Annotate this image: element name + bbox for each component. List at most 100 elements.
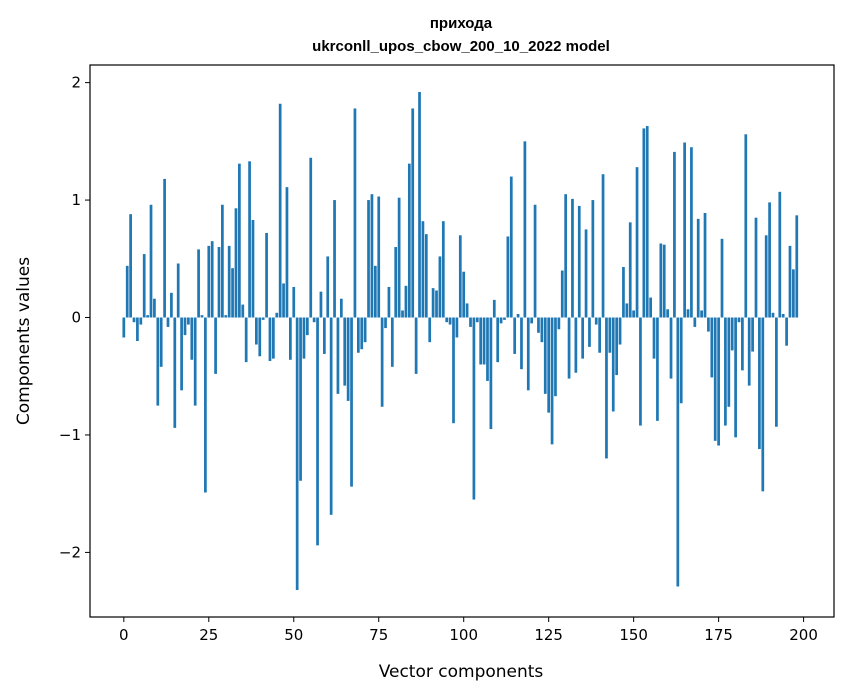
bar-component-19 bbox=[187, 317, 190, 325]
bar-component-137 bbox=[588, 317, 591, 347]
bar-component-86 bbox=[414, 317, 418, 374]
bar-component-174 bbox=[713, 317, 717, 441]
bar-component-62 bbox=[333, 200, 336, 318]
bar-component-102 bbox=[469, 317, 472, 327]
bar-component-42 bbox=[265, 232, 268, 318]
bar-component-173 bbox=[710, 317, 714, 378]
bar-component-91 bbox=[431, 288, 435, 318]
bar-component-154 bbox=[645, 126, 649, 318]
bar-component-185 bbox=[751, 317, 754, 352]
bar-component-168 bbox=[693, 317, 697, 327]
bar-component-99 bbox=[458, 235, 462, 318]
bar-component-25 bbox=[207, 245, 211, 318]
bar-component-125 bbox=[547, 317, 551, 413]
bar-component-181 bbox=[737, 317, 741, 323]
bar-component-108 bbox=[489, 317, 493, 430]
bar-component-187 bbox=[758, 317, 761, 450]
bar-component-147 bbox=[622, 267, 625, 318]
bar-component-43 bbox=[268, 317, 272, 361]
bar-component-49 bbox=[289, 317, 292, 360]
bar-component-0 bbox=[122, 317, 126, 338]
bar-component-183 bbox=[744, 134, 748, 318]
bar-component-124 bbox=[543, 317, 547, 394]
bar-component-56 bbox=[312, 317, 316, 323]
bar-component-115 bbox=[513, 317, 517, 354]
x-tick-label: 25 bbox=[199, 626, 218, 644]
bar-component-133 bbox=[574, 317, 578, 373]
bar-component-31 bbox=[227, 245, 231, 318]
bar-component-84 bbox=[407, 163, 411, 318]
bar-component-141 bbox=[601, 174, 605, 318]
bar-component-100 bbox=[462, 271, 466, 318]
bar-component-176 bbox=[720, 238, 724, 318]
bar-component-39 bbox=[255, 317, 258, 345]
bar-component-180 bbox=[734, 317, 737, 438]
bar-component-130 bbox=[564, 194, 568, 318]
bar-component-136 bbox=[584, 229, 588, 318]
bar-component-23 bbox=[200, 315, 204, 318]
bar-component-15 bbox=[173, 317, 177, 428]
bar-component-22 bbox=[197, 249, 200, 318]
bar-component-104 bbox=[475, 317, 479, 323]
bar-component-75 bbox=[377, 196, 381, 318]
bar-component-40 bbox=[258, 317, 262, 357]
bar-component-67 bbox=[350, 317, 353, 487]
bar-component-188 bbox=[761, 317, 765, 492]
bar-component-114 bbox=[509, 176, 513, 318]
bar-component-52 bbox=[299, 317, 302, 481]
bar-component-162 bbox=[673, 151, 676, 318]
bar-component-156 bbox=[652, 317, 656, 359]
bar-component-60 bbox=[326, 256, 330, 318]
bar-component-7 bbox=[146, 315, 149, 318]
plot-frame bbox=[89, 64, 835, 618]
bar-component-153 bbox=[642, 128, 646, 318]
bar-component-35 bbox=[241, 304, 245, 318]
bar-component-55 bbox=[309, 157, 313, 318]
bar-component-32 bbox=[231, 268, 234, 318]
x-axis: 0 25 50 75 100 125 150 175 200 bbox=[119, 617, 818, 644]
bar-component-119 bbox=[526, 317, 530, 391]
bar-component-117 bbox=[520, 317, 523, 370]
bar-component-38 bbox=[251, 220, 255, 318]
x-tick-label: 0 bbox=[119, 626, 129, 644]
bar-component-92 bbox=[435, 290, 438, 318]
bar-component-6 bbox=[142, 254, 146, 318]
bar-component-33 bbox=[234, 208, 238, 318]
bar-component-138 bbox=[591, 200, 595, 318]
y-tick-label: 1 bbox=[71, 191, 81, 209]
bar-component-145 bbox=[615, 317, 619, 376]
bar-component-79 bbox=[390, 317, 394, 367]
bar-component-83 bbox=[404, 285, 408, 318]
bar-component-191 bbox=[771, 312, 775, 318]
bar-component-63 bbox=[336, 317, 340, 394]
bar-component-158 bbox=[659, 243, 663, 318]
bar-component-68 bbox=[353, 108, 357, 318]
bar-component-85 bbox=[411, 108, 415, 318]
bar-component-197 bbox=[792, 269, 795, 318]
bar-component-118 bbox=[523, 141, 527, 318]
bar-component-71 bbox=[363, 317, 367, 343]
bar-component-97 bbox=[452, 317, 455, 424]
bar-component-96 bbox=[448, 317, 452, 325]
bar-component-37 bbox=[248, 161, 251, 318]
bar-component-195 bbox=[785, 317, 788, 346]
bar-component-144 bbox=[611, 317, 615, 412]
bar-component-113 bbox=[506, 236, 510, 318]
bar-component-101 bbox=[465, 303, 469, 318]
bar-component-131 bbox=[567, 317, 571, 379]
bar-component-151 bbox=[635, 167, 639, 318]
bar-component-59 bbox=[322, 317, 326, 354]
x-tick-label: 75 bbox=[369, 626, 388, 644]
bar-component-121 bbox=[533, 204, 537, 318]
bar-component-26 bbox=[210, 241, 214, 318]
bar-component-139 bbox=[594, 317, 598, 325]
bar-component-29 bbox=[221, 204, 224, 318]
x-tick-label: 200 bbox=[789, 626, 818, 644]
bar-component-47 bbox=[282, 283, 285, 318]
bar-component-12 bbox=[163, 178, 166, 318]
bar-component-129 bbox=[560, 270, 564, 318]
bar-component-184 bbox=[747, 317, 751, 386]
bar-component-179 bbox=[730, 317, 734, 351]
bar-component-186 bbox=[754, 217, 758, 318]
bar-component-65 bbox=[343, 317, 347, 386]
